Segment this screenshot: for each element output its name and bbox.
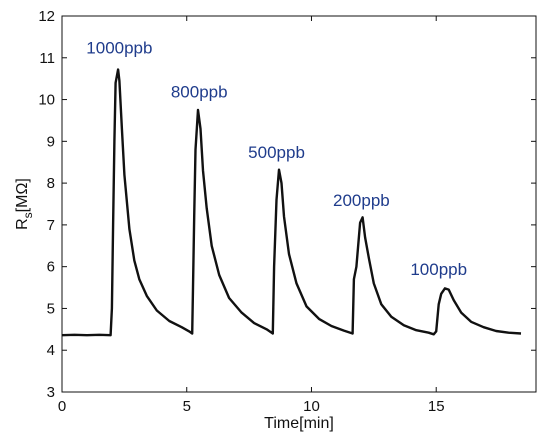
x-tick-label: 5 xyxy=(183,398,191,415)
concentration-annotations: 1000ppb 800ppb 500ppb 200ppb 100ppb xyxy=(86,39,467,279)
y-axis-label: Rs[MΩ] xyxy=(14,178,35,230)
y-tick-label: 8 xyxy=(47,175,55,192)
concentration-annotation: 500ppb xyxy=(248,143,305,162)
x-tick-label: 10 xyxy=(303,398,320,415)
y-tick-label: 4 xyxy=(47,342,55,359)
concentration-annotation: 1000ppb xyxy=(86,39,152,58)
y-tick-label: 9 xyxy=(47,133,55,150)
concentration-annotation: 800ppb xyxy=(171,82,228,101)
concentration-annotation: 100ppb xyxy=(410,260,467,279)
y-tick-label: 7 xyxy=(47,217,55,234)
y-axis-label-subscript: s xyxy=(21,212,35,218)
y-tick-label: 10 xyxy=(38,92,55,109)
y-tick-label: 11 xyxy=(39,50,55,67)
y-axis-label-unit: [MΩ] xyxy=(14,178,31,212)
x-tick-label: 0 xyxy=(58,398,66,415)
y-tick-label: 12 xyxy=(38,8,55,25)
tick-labels: 0 5 10 15 3 4 5 6 7 8 9 10 11 12 xyxy=(38,8,444,415)
y-axis-label-main: R xyxy=(14,218,31,230)
y-tick-label: 5 xyxy=(47,300,55,317)
concentration-annotation: 200ppb xyxy=(333,191,390,210)
y-tick-label: 6 xyxy=(47,259,55,276)
x-axis-label: Time[min] xyxy=(264,415,334,432)
axis-ticks xyxy=(61,15,536,393)
x-tick-label: 15 xyxy=(428,398,445,415)
resistance-series-line xyxy=(61,68,522,337)
y-tick-label: 3 xyxy=(47,384,55,401)
plot-frame xyxy=(61,15,537,393)
